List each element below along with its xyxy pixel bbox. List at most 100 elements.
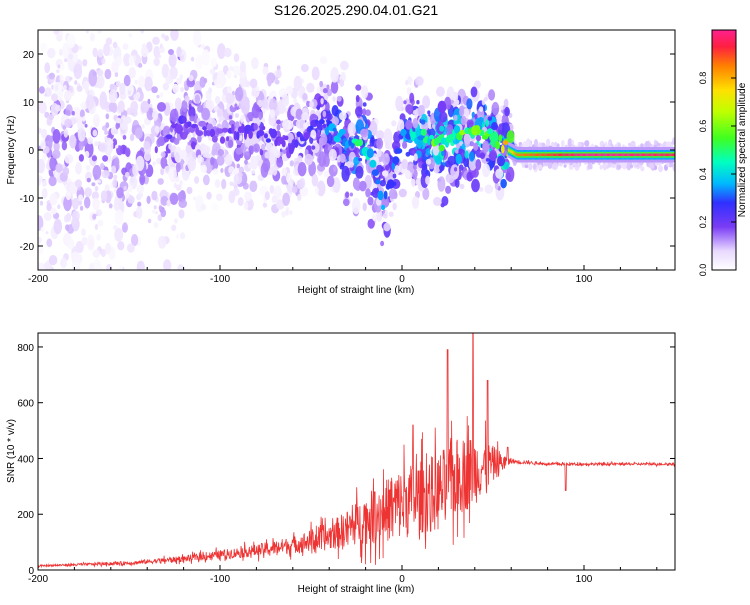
snr-y-tick-label: 400 bbox=[17, 454, 34, 465]
spectrogram-cell bbox=[504, 106, 510, 117]
spectrogram-cell bbox=[383, 190, 388, 200]
spectrogram-cell bbox=[137, 191, 144, 199]
spectrogram-cell bbox=[299, 186, 309, 197]
spectrogram-cell bbox=[474, 80, 481, 89]
spectrogram-cell bbox=[437, 176, 446, 192]
spectrogram-cell bbox=[138, 75, 146, 88]
spectrogram-cell bbox=[152, 107, 156, 113]
spectrogram-cell bbox=[221, 127, 229, 133]
spectrogram-cell bbox=[269, 98, 277, 112]
spectrogram-cell bbox=[341, 165, 350, 182]
spectrogram-cell bbox=[198, 120, 207, 127]
spectrogram-cell bbox=[85, 30, 89, 34]
spectrogram-cell bbox=[113, 200, 119, 211]
spectrogram-cell bbox=[194, 176, 200, 184]
snr-y-tick-label: 0 bbox=[28, 566, 34, 577]
spectrogram-cell bbox=[180, 87, 185, 93]
snr-y-label: SNR (10 * v/v) bbox=[6, 419, 17, 483]
spectrogram-cell bbox=[63, 90, 72, 102]
spectrogram-cell bbox=[204, 145, 211, 153]
spectrogram-cell bbox=[669, 163, 673, 168]
spectrogram-cell bbox=[127, 90, 131, 95]
spectrogram-cell bbox=[226, 70, 232, 79]
spectrogram-cell bbox=[630, 140, 636, 148]
spectrogram-cell bbox=[316, 180, 326, 197]
spectrogram-cell bbox=[358, 180, 367, 192]
spectrogram-cell bbox=[371, 187, 380, 199]
spectrogram-cell bbox=[235, 87, 244, 102]
spectrogram-cell bbox=[169, 66, 178, 80]
spectrogram-cell bbox=[168, 53, 177, 68]
spectrogram-cell bbox=[459, 183, 465, 190]
spectrogram-cell bbox=[81, 228, 86, 236]
spectrogram-cell bbox=[340, 71, 346, 80]
spectrogram-cell bbox=[358, 157, 363, 162]
colorbar-tick: 0.2 bbox=[698, 216, 736, 228]
spectrogram-cell bbox=[250, 156, 259, 170]
spectrogram-cell bbox=[233, 130, 238, 141]
spectrogram-cell bbox=[97, 179, 101, 184]
spectrogram-cell bbox=[158, 54, 162, 59]
spectrogram-cell bbox=[450, 164, 460, 180]
spectrogram-cell bbox=[66, 212, 72, 222]
spectrogram-cell bbox=[348, 161, 354, 168]
spectrogram-y-tick: -20 bbox=[20, 242, 675, 253]
spectrogram-cell bbox=[455, 153, 462, 165]
spectrogram-cell bbox=[169, 192, 179, 205]
spectrogram-cell bbox=[376, 137, 384, 150]
spectrogram-cell bbox=[48, 113, 54, 121]
spectrogram-cell bbox=[330, 67, 339, 83]
spectrogram-cell bbox=[122, 222, 128, 233]
spectrogram-cell bbox=[439, 111, 448, 123]
spectrogram-cell bbox=[486, 128, 494, 135]
spectrogram-cell bbox=[320, 98, 324, 105]
spectrogram-cell bbox=[102, 155, 109, 162]
spectrogram-cell bbox=[65, 110, 71, 116]
spectrogram-cell bbox=[427, 110, 431, 115]
spectrogram-cell bbox=[617, 164, 621, 170]
spectrogram-cell bbox=[473, 142, 479, 151]
spectrogram-cell bbox=[92, 249, 101, 258]
spectrogram-cell bbox=[673, 153, 675, 157]
spectrogram-cell bbox=[484, 184, 494, 194]
spectrogram-cell bbox=[95, 74, 105, 89]
spectrogram-cell bbox=[481, 99, 486, 106]
spectrogram-cell bbox=[161, 63, 170, 79]
spectrogram-cell bbox=[130, 100, 139, 114]
spectrogram-cell bbox=[579, 143, 583, 147]
spectrogram-cell bbox=[384, 140, 390, 150]
spectrogram-x-tick-label: -100 bbox=[210, 274, 230, 285]
spectrogram-cell bbox=[159, 43, 163, 49]
spectrogram-cell bbox=[528, 162, 533, 171]
spectrogram-cell bbox=[85, 165, 91, 171]
spectrogram-cell bbox=[433, 196, 442, 206]
spectrogram-cell bbox=[322, 110, 327, 118]
spectrogram-cell bbox=[119, 115, 128, 131]
snr-y-tick-label: 200 bbox=[17, 510, 34, 521]
spectrogram-cell bbox=[64, 58, 68, 63]
spectrogram-cell bbox=[311, 174, 319, 187]
spectrogram-cell bbox=[165, 76, 174, 84]
spectrogram-cell bbox=[115, 117, 121, 124]
spectrogram-cell bbox=[176, 233, 180, 239]
spectrogram-cell bbox=[460, 115, 467, 126]
spectrogram-cell bbox=[201, 107, 210, 121]
spectrogram-cell bbox=[234, 103, 238, 110]
spectrogram-cell bbox=[217, 43, 226, 60]
spectrogram-cell bbox=[201, 49, 210, 67]
spectrogram-cell bbox=[170, 152, 175, 158]
spectrogram-cell bbox=[584, 140, 590, 147]
spectrogram-cell bbox=[425, 147, 431, 156]
spectrogram-cell bbox=[67, 53, 74, 60]
spectrogram-cell bbox=[427, 137, 431, 146]
spectrogram-cell bbox=[119, 265, 123, 270]
spectrogram-cell bbox=[65, 224, 70, 231]
spectrogram-cell bbox=[500, 178, 507, 189]
spectrogram-cell bbox=[96, 69, 104, 77]
spectrogram-cell bbox=[86, 177, 91, 183]
spectrogram-cell bbox=[339, 153, 346, 163]
spectrogram-cell bbox=[42, 153, 47, 162]
spectrogram-cell bbox=[291, 186, 298, 194]
spectrogram-cell bbox=[131, 234, 139, 247]
spectrogram-cell bbox=[92, 47, 98, 58]
